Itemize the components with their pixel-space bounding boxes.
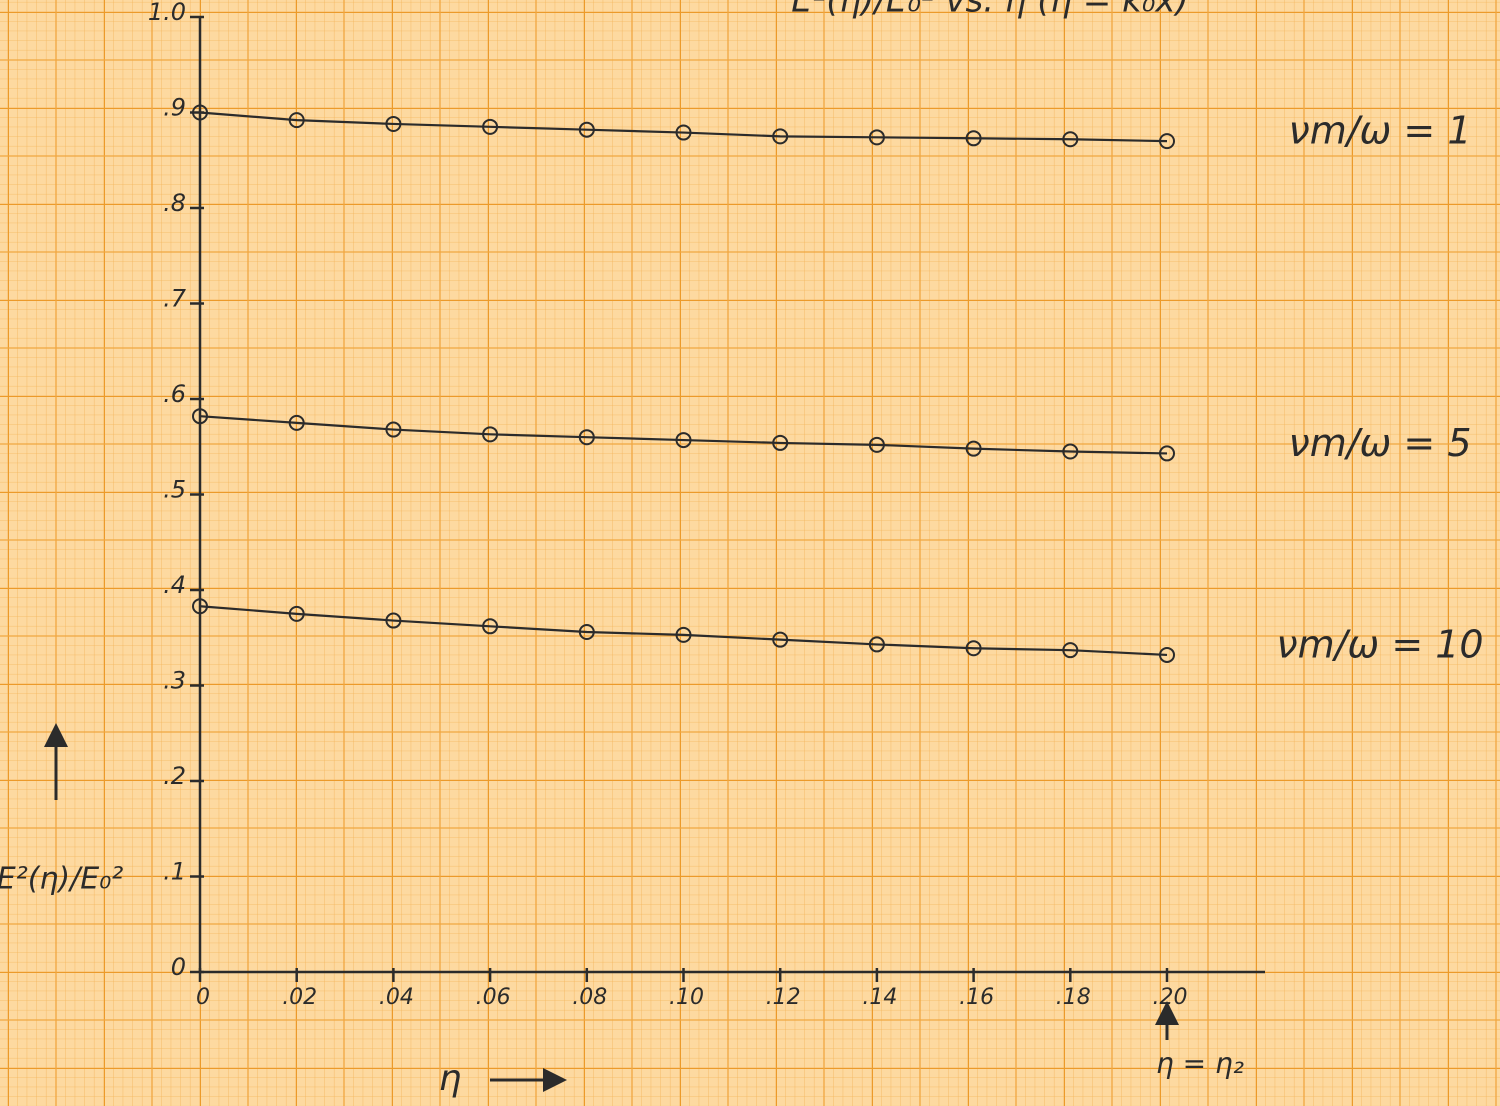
x-tick-label: .16 xyxy=(959,985,994,1010)
x-tick-label: .06 xyxy=(476,985,511,1010)
chart: E²(η)/E₀² vs. η (η = k₀x) E²(η)/E₀² η η … xyxy=(0,0,1500,1106)
y-tick-label: 0 xyxy=(171,953,186,981)
y-tick-label: .2 xyxy=(163,762,186,790)
y-tick-label: 1.0 xyxy=(148,0,186,26)
x-tick-label: .02 xyxy=(282,985,317,1010)
x-tick-label: .04 xyxy=(379,985,414,1010)
x-tick-label: .12 xyxy=(766,985,801,1010)
series-label: νm/ω = 10 xyxy=(1276,622,1483,666)
x-tick-label: .08 xyxy=(572,985,607,1010)
x-tick-label: .20 xyxy=(1153,985,1188,1010)
y-tick-label: .4 xyxy=(163,571,186,599)
x-axis-label: η xyxy=(439,1058,462,1099)
series-label: νm/ω = 5 xyxy=(1288,421,1471,465)
series-label: νm/ω = 1 xyxy=(1288,109,1471,153)
x-tick-label: .18 xyxy=(1056,985,1091,1010)
annotation: η = η₂ xyxy=(1156,1047,1244,1080)
chart-title: E²(η)/E₀² vs. η (η = k₀x) xyxy=(791,0,1189,21)
y-tick-label: .7 xyxy=(163,285,187,313)
y-tick-label: .6 xyxy=(163,380,186,408)
x-tick-label: .10 xyxy=(669,985,704,1010)
y-tick-label: .1 xyxy=(163,858,186,886)
x-tick-label: 0 xyxy=(196,985,210,1010)
paper-grid-major xyxy=(0,0,1500,1106)
y-tick-label: .8 xyxy=(163,189,186,217)
y-tick-label: .5 xyxy=(163,476,186,504)
y-tick-label: .9 xyxy=(163,94,186,122)
x-tick-label: .14 xyxy=(862,985,897,1010)
y-tick-label: .3 xyxy=(163,667,186,695)
y-axis-label: E²(η)/E₀² xyxy=(0,862,123,897)
